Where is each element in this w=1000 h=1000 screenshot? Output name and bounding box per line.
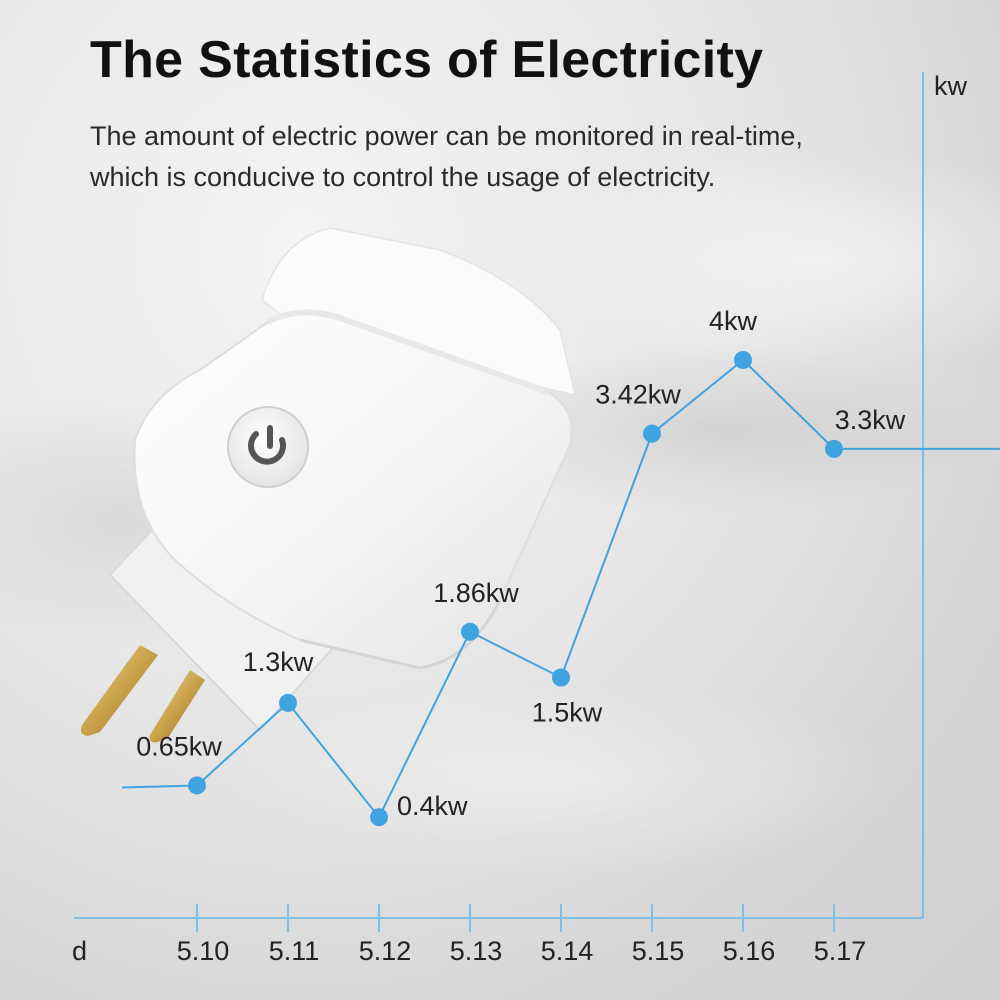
x-tick-label: 5.16 [723,936,776,966]
data-label: 1.86kw [433,578,519,608]
y-axis-label: kw [934,71,968,101]
data-point [188,776,206,795]
x-tick-label: 5.17 [814,936,867,966]
data-label: 4kw [709,306,758,336]
plug-pins [80,645,205,743]
x-tick-label: 5.13 [450,936,503,966]
data-label: 3.3kw [835,405,906,435]
series-line [121,358,1000,820]
data-point [552,668,570,687]
data-point [643,424,661,443]
data-point [461,622,479,641]
data-label: 3.42kw [595,380,681,410]
x-tick-label: 5.11 [269,936,320,966]
data-label: 0.4kw [397,791,468,821]
power-icon [248,425,286,465]
data-point [825,439,843,458]
page-title: The Statistics of Electricity [90,31,764,89]
data-point [734,351,752,369]
power-button [227,406,309,488]
data-point [279,693,297,712]
subtitle-line-1: The amount of electric power can be moni… [90,121,803,151]
data-label: 1.5kw [532,698,603,728]
data-label: 0.65kw [136,731,222,761]
x-axis-label: d [72,936,87,966]
x-tick-label: 5.12 [359,936,412,966]
subtitle-line-2: which is conducive to control the usage … [90,162,716,192]
page-subtitle: The amount of electric power can be moni… [90,116,910,198]
x-tick-label: 5.15 [632,936,685,966]
x-tick-label: 5.14 [541,936,594,966]
data-label: 1.3kw [243,647,314,677]
x-tick-label: 5.10 [177,936,230,966]
data-point [370,808,388,827]
